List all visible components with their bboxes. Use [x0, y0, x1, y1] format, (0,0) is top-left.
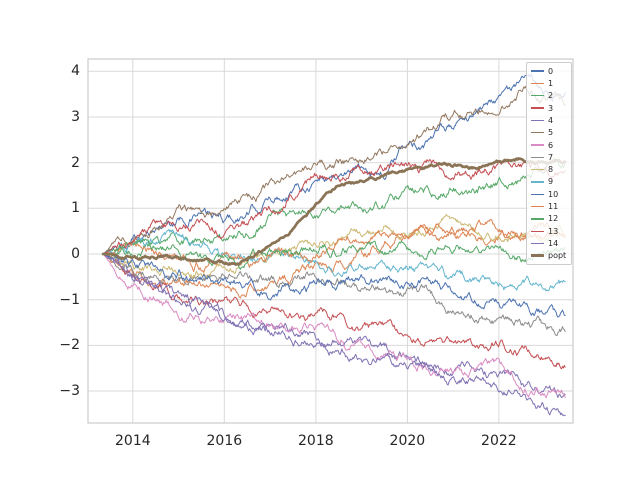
series-line-14 [102, 253, 566, 417]
legend-item: popt [531, 250, 569, 261]
legend-label: popt [548, 251, 567, 261]
y-tick-label: 1 [71, 200, 80, 217]
x-tick-label: 2020 [389, 433, 426, 449]
y-tick-label: 2 [71, 154, 80, 171]
series-line-3 [102, 253, 566, 370]
series-line-0 [102, 73, 566, 255]
legend-item: 1 [531, 78, 569, 89]
legend-label: 1 [548, 78, 554, 88]
series-line-6 [102, 253, 566, 399]
series-line-8 [102, 214, 566, 280]
legend-label: 8 [548, 165, 554, 175]
legend-label: 5 [548, 128, 554, 138]
legend-item: 11 [531, 201, 569, 212]
legend-label: 6 [548, 140, 554, 150]
legend-item: 8 [531, 164, 569, 175]
legend-item: 3 [531, 103, 569, 114]
legend-swatch-line [531, 132, 544, 134]
series-lines [101, 73, 567, 417]
legend-swatch-line [531, 230, 544, 232]
y-tick-label: −3 [59, 383, 80, 400]
legend-item: 5 [531, 127, 569, 138]
legend-swatch-line [531, 107, 544, 109]
axes-frame [87, 58, 574, 424]
legend-label: 11 [548, 202, 559, 212]
legend-label: 0 [548, 66, 554, 76]
legend-item: 13 [531, 226, 569, 237]
series-line-10 [102, 253, 566, 318]
legend-swatch-line [531, 254, 544, 258]
legend-swatch-line [531, 218, 544, 220]
series-line-13 [102, 159, 566, 255]
y-tick-label: 3 [71, 109, 80, 125]
y-tick-label: −1 [59, 291, 80, 308]
series-line-2 [102, 158, 566, 259]
y-tick-label: −2 [59, 337, 80, 354]
series-line-1 [102, 222, 566, 299]
legend-item: 10 [531, 189, 569, 200]
legend-swatch-line [531, 168, 544, 171]
legend-item: 0 [531, 66, 569, 77]
legend-swatch-line [531, 205, 544, 208]
series-line-popt [101, 157, 567, 266]
legend-swatch-line [531, 181, 544, 183]
legend-item: 14 [531, 238, 569, 249]
legend-swatch-line [531, 82, 544, 85]
legend-swatch-line [531, 70, 544, 72]
legend-label: 4 [548, 115, 554, 125]
legend-swatch-line [531, 144, 544, 146]
x-tick-label: 2018 [298, 433, 334, 449]
legend-swatch-line [531, 193, 544, 195]
series-line-9 [102, 228, 566, 292]
legend-item: 7 [531, 152, 569, 163]
legend-label: 10 [548, 189, 559, 199]
legend-swatch-line [531, 242, 544, 245]
legend-item: 9 [531, 176, 569, 187]
series-line-5 [102, 85, 566, 255]
legend-item: 4 [531, 115, 569, 126]
legend-swatch-line [531, 119, 544, 122]
legend: 0 1 2 3 4 5 6 7 8 9 10 11 12 13 14 popt [526, 62, 572, 265]
y-tick-label: 4 [71, 63, 80, 80]
legend-label: 7 [548, 152, 554, 162]
legend-item: 6 [531, 140, 569, 151]
legend-item: 2 [531, 90, 569, 101]
series-line-7 [102, 253, 566, 337]
series-line-4 [102, 253, 566, 399]
x-tick-label: 2022 [481, 433, 517, 449]
legend-swatch-line [531, 95, 544, 97]
y-tick-label: 0 [71, 246, 80, 263]
legend-label: 3 [548, 103, 554, 113]
legend-swatch-line [531, 156, 544, 159]
legend-label: 13 [548, 226, 559, 236]
legend-label: 12 [548, 214, 559, 224]
legend-label: 14 [548, 239, 559, 249]
x-tick-label: 2016 [206, 433, 243, 449]
series-line-12 [102, 238, 566, 270]
legend-label: 2 [548, 91, 554, 101]
legend-item: 12 [531, 213, 569, 224]
x-tick-label: 2014 [115, 433, 151, 449]
legend-label: 9 [548, 177, 554, 187]
gridlines [88, 59, 573, 423]
